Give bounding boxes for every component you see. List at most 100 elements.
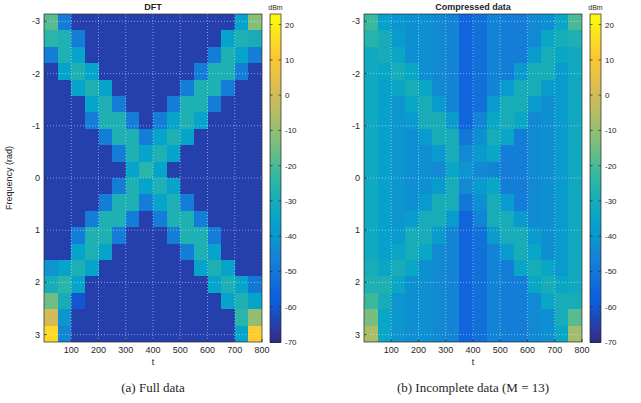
y-tick-label: -3 xyxy=(352,16,360,26)
colorbar-tick-label: 0 xyxy=(605,91,610,100)
colorbar-swatch xyxy=(590,14,601,19)
cell xyxy=(419,63,433,80)
cell xyxy=(459,145,473,162)
cell xyxy=(500,162,514,179)
colorbar-tick-label: -20 xyxy=(285,162,297,171)
cell xyxy=(541,227,555,244)
cell xyxy=(419,47,433,64)
cell xyxy=(378,129,392,146)
cell xyxy=(180,194,194,211)
cell xyxy=(126,260,140,277)
cell xyxy=(432,129,446,146)
cell xyxy=(487,309,501,326)
colorbar-swatch xyxy=(590,47,601,52)
cell xyxy=(500,227,514,244)
cell xyxy=(208,162,222,179)
y-tick xyxy=(44,178,47,179)
colorbar-swatch xyxy=(270,178,281,183)
colorbar-swatch xyxy=(590,22,601,27)
cell xyxy=(568,129,582,146)
y-tick xyxy=(44,73,47,74)
cell xyxy=(473,145,487,162)
cell xyxy=(500,112,514,129)
cell xyxy=(473,260,487,277)
colorbar-tick xyxy=(270,130,273,131)
cell xyxy=(378,14,392,31)
grid-line xyxy=(44,21,262,22)
cell xyxy=(459,276,473,293)
cell xyxy=(235,47,249,64)
x-tick xyxy=(125,339,126,342)
cell xyxy=(378,145,392,162)
x-tick-label: 100 xyxy=(64,345,79,355)
cell xyxy=(528,194,542,211)
cell xyxy=(364,80,378,97)
colorbar-tick-label: -50 xyxy=(285,267,297,276)
cell xyxy=(208,80,222,97)
cell xyxy=(391,63,405,80)
colorbar-swatch xyxy=(590,133,601,138)
cell xyxy=(85,112,99,129)
cell xyxy=(126,96,140,113)
cell xyxy=(364,326,378,342)
cell xyxy=(364,260,378,277)
cell xyxy=(541,260,555,277)
cell xyxy=(71,276,85,293)
cell xyxy=(112,96,126,113)
colorbar-swatch xyxy=(270,248,281,253)
cell xyxy=(446,194,460,211)
colorbar-swatch xyxy=(270,125,281,130)
cell xyxy=(44,211,58,228)
y-axis-title: Frequency (rad) xyxy=(4,146,14,210)
colorbar-swatch xyxy=(270,35,281,40)
cell xyxy=(99,244,113,261)
cell xyxy=(528,96,542,113)
cell xyxy=(221,211,235,228)
cell xyxy=(514,80,528,97)
cell xyxy=(85,293,99,310)
cell xyxy=(568,276,582,293)
cell xyxy=(248,112,262,129)
cell xyxy=(139,178,153,195)
cell xyxy=(446,30,460,47)
cell xyxy=(235,260,249,277)
cell xyxy=(248,293,262,310)
cell xyxy=(500,14,514,31)
cell xyxy=(71,30,85,47)
colorbar-tick-label: -60 xyxy=(285,303,297,312)
cell xyxy=(112,30,126,47)
y-tick-label: 2 xyxy=(355,277,360,287)
cell xyxy=(514,63,528,80)
cell xyxy=(487,112,501,129)
colorbar-swatch xyxy=(590,326,601,331)
cell xyxy=(419,129,433,146)
cell xyxy=(194,178,208,195)
cell xyxy=(419,178,433,195)
cell xyxy=(391,194,405,211)
cell xyxy=(378,293,392,310)
cell xyxy=(85,276,99,293)
colorbar-swatch xyxy=(590,235,601,240)
cell xyxy=(378,326,392,342)
y-tick xyxy=(44,21,47,22)
y-tick-label: 1 xyxy=(355,225,360,235)
colorbar-tick-label: 10 xyxy=(605,56,614,65)
cell xyxy=(221,276,235,293)
cell xyxy=(58,260,72,277)
x-tick-label: 600 xyxy=(520,345,535,355)
colorbar-swatch xyxy=(590,145,601,150)
cell xyxy=(459,63,473,80)
x-tick xyxy=(234,339,235,342)
colorbar-tick-label: 0 xyxy=(285,91,290,100)
colorbar-swatch xyxy=(590,108,601,113)
colorbar-swatch xyxy=(270,39,281,44)
cell xyxy=(568,326,582,342)
cell xyxy=(500,80,514,97)
cell xyxy=(248,211,262,228)
cell xyxy=(528,129,542,146)
colorbar-swatch xyxy=(590,158,601,163)
colorbar-swatch xyxy=(270,149,281,154)
cell xyxy=(167,293,181,310)
cell xyxy=(99,80,113,97)
colorbar-swatch xyxy=(590,92,601,97)
